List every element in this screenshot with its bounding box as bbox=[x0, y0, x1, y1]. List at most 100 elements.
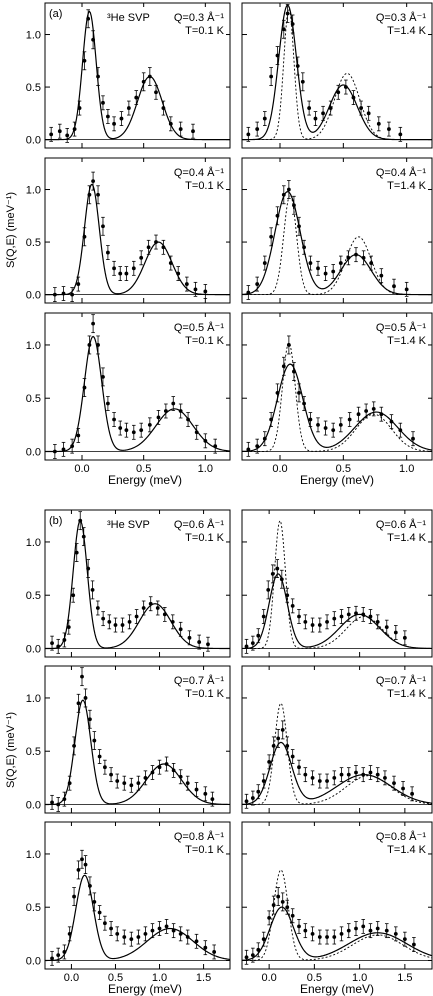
data-point bbox=[256, 947, 261, 952]
data-point bbox=[82, 234, 87, 239]
q-label: Q=0.7 Å⁻¹ bbox=[376, 674, 426, 687]
data-point bbox=[185, 935, 190, 939]
data-point bbox=[80, 857, 84, 862]
data-point bbox=[300, 79, 305, 84]
q-label: Q=0.8 Å⁻¹ bbox=[174, 830, 224, 843]
data-point bbox=[72, 127, 77, 131]
data-point bbox=[106, 114, 110, 119]
x-axis-label-b-right: Energy (meV) bbox=[300, 982, 374, 996]
plot-area bbox=[242, 869, 432, 965]
data-point bbox=[250, 796, 255, 800]
data-point bbox=[120, 623, 125, 627]
data-point bbox=[86, 566, 91, 571]
data-point bbox=[269, 417, 274, 422]
fit-curve bbox=[242, 741, 432, 805]
panel-frame bbox=[241, 2, 433, 149]
data-point bbox=[250, 641, 255, 646]
data-point bbox=[122, 935, 127, 939]
data-point bbox=[72, 743, 76, 748]
data-point bbox=[154, 90, 158, 95]
data-point bbox=[351, 95, 356, 100]
panel-4: Q=0.4 Å⁻¹T=1.4 K bbox=[241, 157, 433, 304]
data-point bbox=[256, 789, 261, 794]
data-point bbox=[310, 775, 315, 780]
data-point bbox=[262, 436, 267, 441]
data-point bbox=[109, 772, 113, 777]
data-point bbox=[332, 616, 337, 621]
data-point bbox=[244, 644, 249, 649]
plot-area bbox=[45, 849, 230, 966]
panel-grid: 0.00.51.0Q=0.3 Å⁻¹T=0.1 K(a) ³He SVP Q=0.3… bbox=[26, 2, 433, 984]
data-point bbox=[161, 106, 166, 110]
data-point bbox=[112, 121, 116, 126]
plot-area bbox=[45, 314, 230, 459]
t-label: T=0.1 K bbox=[185, 180, 224, 192]
data-point bbox=[77, 106, 82, 110]
data-point bbox=[279, 577, 284, 582]
data-point bbox=[106, 401, 110, 406]
data-point bbox=[256, 633, 261, 638]
x-tick-label: 1.0 bbox=[198, 463, 213, 475]
y-tick-label: 1.0 bbox=[26, 185, 41, 197]
y-tick-label: 0.5 bbox=[26, 237, 41, 249]
data-point bbox=[213, 444, 218, 449]
data-point bbox=[212, 950, 217, 954]
data-point bbox=[70, 292, 75, 297]
data-point bbox=[56, 953, 61, 958]
x-tick-label: 0.0 bbox=[64, 972, 79, 984]
data-point bbox=[290, 754, 295, 759]
fit-curve bbox=[242, 190, 432, 296]
data-point bbox=[346, 928, 351, 933]
y-tick-label: 1.0 bbox=[26, 30, 41, 42]
t-label: T=0.1 K bbox=[185, 25, 224, 37]
data-point bbox=[271, 903, 276, 907]
data-point bbox=[187, 635, 192, 640]
data-point bbox=[262, 261, 267, 265]
q-label: Q=0.7 Å⁻¹ bbox=[174, 674, 224, 687]
y-tick-label: 0.5 bbox=[26, 82, 41, 94]
data-point bbox=[332, 935, 337, 939]
data-point bbox=[275, 566, 280, 571]
data-point bbox=[321, 111, 325, 116]
data-point bbox=[109, 926, 113, 931]
data-point bbox=[361, 772, 366, 777]
data-point bbox=[281, 364, 286, 369]
data-point bbox=[131, 430, 136, 435]
data-point bbox=[101, 100, 105, 105]
data-point bbox=[178, 774, 183, 779]
data-point bbox=[285, 743, 290, 748]
data-point bbox=[186, 417, 190, 422]
data-point bbox=[86, 16, 91, 21]
fit-curve bbox=[45, 335, 230, 453]
y-tick-label: 0.0 bbox=[26, 290, 41, 302]
data-point bbox=[271, 743, 276, 748]
data-point bbox=[136, 935, 141, 939]
y-tick-label: 0.0 bbox=[26, 955, 41, 967]
data-point bbox=[72, 894, 76, 899]
x-axis-label-b-left: Energy (meV) bbox=[108, 982, 182, 996]
t-label: T=0.1 K bbox=[185, 532, 224, 544]
data-point bbox=[56, 802, 61, 807]
data-point bbox=[313, 116, 318, 121]
data-point bbox=[185, 781, 190, 786]
data-point bbox=[168, 121, 173, 126]
data-point bbox=[122, 781, 127, 786]
data-point bbox=[194, 430, 199, 435]
data-point bbox=[325, 619, 329, 624]
data-point bbox=[361, 255, 366, 260]
plot-area bbox=[242, 335, 432, 457]
data-point bbox=[364, 409, 369, 413]
data-point bbox=[401, 786, 405, 791]
panel-10: Q=0.7 Å⁻¹T=1.4 K bbox=[241, 665, 433, 814]
data-point bbox=[366, 111, 371, 116]
data-point bbox=[97, 910, 102, 915]
plot-area bbox=[242, 180, 432, 300]
dashed-fit-curve bbox=[242, 519, 432, 649]
data-point bbox=[203, 791, 208, 796]
data-point bbox=[371, 406, 376, 411]
data-point bbox=[346, 255, 351, 260]
data-point bbox=[332, 775, 337, 780]
data-point bbox=[71, 593, 76, 598]
data-point bbox=[290, 603, 295, 608]
